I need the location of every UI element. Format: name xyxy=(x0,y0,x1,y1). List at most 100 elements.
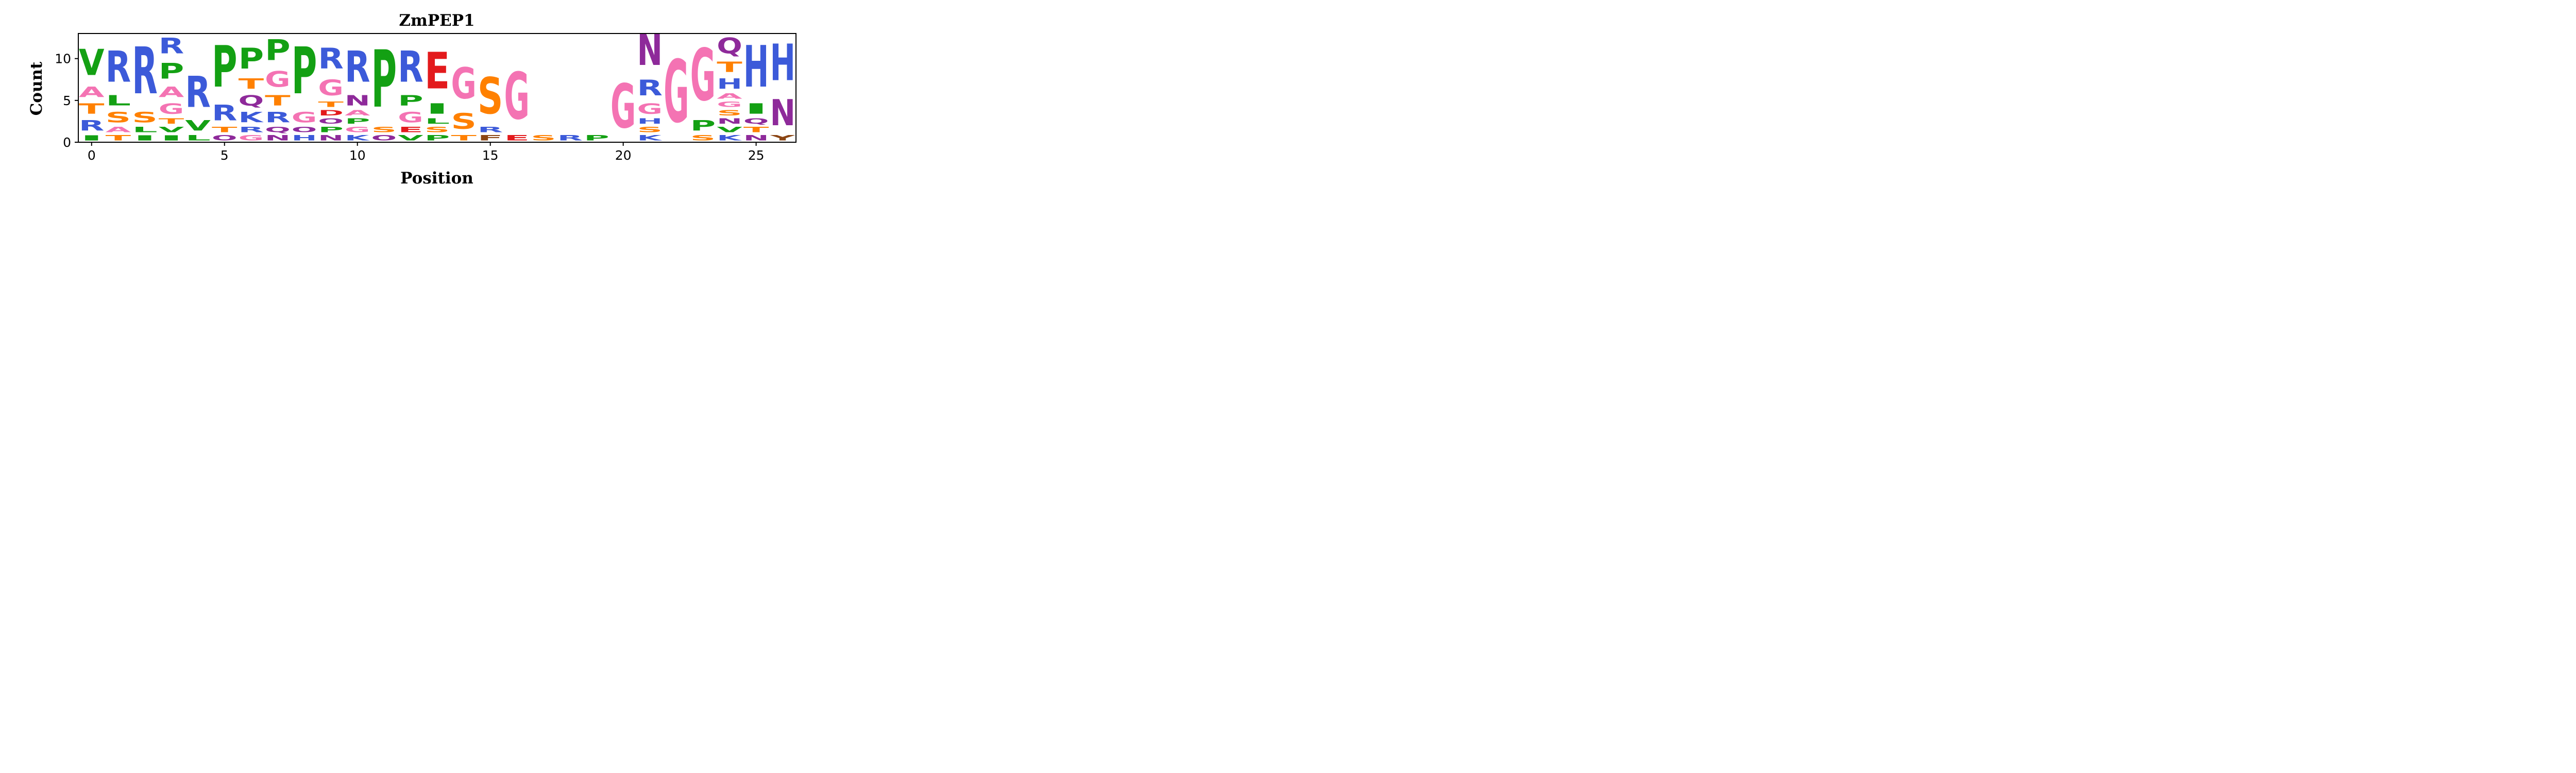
logo-letter-r-pos-21: R xyxy=(637,75,663,100)
logo-letter-f-pos-15: F xyxy=(478,134,503,142)
logo-letter-g-pos-7: G xyxy=(265,68,291,92)
logo-letter-s-pos-17: S xyxy=(531,134,556,142)
x-tick-label: 15 xyxy=(482,148,499,163)
logo-letter-g-pos-21: G xyxy=(637,100,663,117)
logo-letter-v-pos-0: V xyxy=(79,42,105,83)
logo-letter-h-pos-21: H xyxy=(637,117,663,126)
logo-letter-v-pos-3: V xyxy=(159,126,184,134)
x-tick-label: 0 xyxy=(88,148,96,163)
logo-letter-p-pos-7: P xyxy=(265,33,291,67)
logo-letter-o-pos-8: O xyxy=(292,126,317,134)
logo-letter-g-pos-24: G xyxy=(717,100,742,109)
logo-letter-d-pos-9: D xyxy=(318,109,344,117)
logo-letter-r-pos-6: R xyxy=(239,126,264,134)
logo-letter-a-pos-0: A xyxy=(79,83,105,100)
logo-letter-r-pos-15: R xyxy=(478,126,503,134)
logo-letter-k-pos-10: K xyxy=(345,134,370,142)
logo-letter-l-pos-2: L xyxy=(132,126,158,134)
x-tick-label: 20 xyxy=(615,148,632,163)
logo-letter-r-pos-9: R xyxy=(318,42,344,76)
y-axis: 0 5 10 xyxy=(55,52,78,150)
y-tick-label: 10 xyxy=(55,52,71,66)
logo-letter-h-pos-24: H xyxy=(717,75,742,92)
logo-letter-r-pos-10: R xyxy=(345,42,370,92)
logo-letter-q-pos-24: Q xyxy=(717,33,742,59)
y-tick-label: 0 xyxy=(63,135,71,150)
chart-title: ZmPEP1 xyxy=(399,11,474,30)
logo-letter-l-pos-4: L xyxy=(185,134,211,142)
logo-letter-y-pos-26: Y xyxy=(770,134,796,142)
logo-letter-i-pos-25: I xyxy=(743,100,769,117)
logo-letter-h-pos-26: H xyxy=(770,33,795,92)
logo-letter-t-pos-25: T xyxy=(743,126,769,134)
logo-letter-p-pos-9: P xyxy=(318,126,344,134)
logo-letter-e-pos-12: E xyxy=(398,126,423,134)
logo-letter-g-pos-14: G xyxy=(451,60,477,109)
logo-letter-r-pos-5: R xyxy=(212,100,238,125)
logo-letter-s-pos-21: S xyxy=(637,126,663,134)
logo-letter-p-pos-8: P xyxy=(292,33,317,109)
logo-letter-r-pos-0: R xyxy=(79,117,105,133)
logo-letter-n-pos-10: N xyxy=(345,92,370,109)
logo-letter-g-pos-12: G xyxy=(398,109,423,125)
logo-letter-p-pos-11: P xyxy=(371,33,397,125)
y-axis-title: Count xyxy=(27,61,46,115)
logo-letter-t-pos-6: T xyxy=(239,75,264,92)
y-tick-label: 5 xyxy=(63,93,71,108)
logo-letter-r-pos-2: R xyxy=(132,35,158,109)
logo-letter-n-pos-21: N xyxy=(637,26,663,76)
logo-letter-o-pos-5: O xyxy=(212,134,238,142)
logo-letter-a-pos-1: A xyxy=(106,126,131,134)
logo-letter-g-pos-3: G xyxy=(159,100,184,117)
logo-letter-i-pos-2: I xyxy=(132,134,158,142)
logo-letter-n-pos-9: N xyxy=(318,134,344,142)
logo-letter-g-pos-22: G xyxy=(664,42,689,142)
logo-letter-g-pos-20: G xyxy=(611,72,636,142)
logo-letter-r-pos-7: R xyxy=(265,109,291,125)
logo-letter-q-pos-25: Q xyxy=(743,117,769,125)
logo-letter-g-pos-16: G xyxy=(504,59,530,134)
logo-letter-r-pos-18: R xyxy=(557,134,583,142)
logo-letter-t-pos-1: T xyxy=(106,134,131,142)
logo-letter-q-pos-7: Q xyxy=(265,126,291,134)
logo-letter-n-pos-26: N xyxy=(770,93,795,135)
logo-letter-p-pos-5: P xyxy=(212,34,238,100)
logo-letter-s-pos-24: S xyxy=(717,109,742,117)
logo-letter-t-pos-5: T xyxy=(212,126,238,134)
logo-letter-t-pos-9: T xyxy=(318,100,344,109)
x-axis: 0 5 10 15 20 25 xyxy=(88,142,765,163)
logo-letter-t-pos-7: T xyxy=(265,92,291,109)
x-tick-label: 25 xyxy=(748,148,765,163)
logo-letter-l-pos-13: L xyxy=(425,117,450,126)
logo-letter-s-pos-11: S xyxy=(371,126,397,134)
logo-glyphs: IRTAVTASLRILSRIVTGAPRLVROTRPGRKQTPNQRTGP… xyxy=(79,26,796,143)
logo-letter-a-pos-24: A xyxy=(717,92,742,100)
logo-letter-v-pos-12: V xyxy=(398,134,423,142)
logo-letter-v-pos-24: V xyxy=(717,126,742,134)
logo-letter-g-pos-8: G xyxy=(292,109,317,125)
logo-letter-s-pos-23: S xyxy=(690,134,716,142)
x-tick-label: 5 xyxy=(221,148,229,163)
logo-letter-e-pos-16: E xyxy=(504,134,530,142)
plot-frame xyxy=(78,33,796,143)
x-axis-title: Position xyxy=(400,169,473,188)
logo-letter-p-pos-12: P xyxy=(398,92,423,109)
logo-letter-a-pos-10: A xyxy=(345,109,370,117)
logo-letter-t-pos-14: T xyxy=(451,134,477,142)
logo-letter-h-pos-25: H xyxy=(743,33,769,100)
logo-letter-g-pos-9: G xyxy=(318,76,344,100)
logo-letter-s-pos-1: S xyxy=(106,109,131,125)
logo-letter-p-pos-6: P xyxy=(239,42,264,76)
logo-letter-i-pos-13: I xyxy=(425,100,450,117)
logo-letter-i-pos-3: I xyxy=(159,134,184,142)
logo-letter-g-pos-10: G xyxy=(345,126,370,134)
logo-letter-t-pos-24: T xyxy=(717,59,742,75)
logo-letter-r-pos-12: R xyxy=(398,42,423,92)
logo-letter-o-pos-11: O xyxy=(371,134,397,142)
logo-letter-p-pos-23: P xyxy=(690,117,716,134)
logo-letter-s-pos-14: S xyxy=(451,109,477,134)
logo-letter-s-pos-15: S xyxy=(478,67,503,125)
logo-letter-p-pos-13: P xyxy=(425,134,450,142)
logo-letter-s-pos-13: S xyxy=(425,126,450,134)
logo-letter-k-pos-24: K xyxy=(717,134,742,142)
